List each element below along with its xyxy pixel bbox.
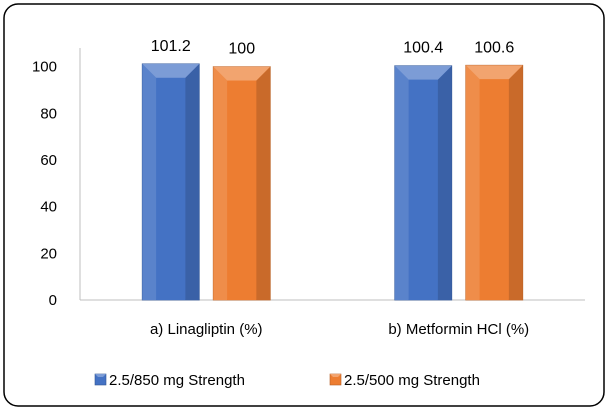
bar bbox=[141, 63, 200, 301]
y-tick-label: 60 bbox=[40, 152, 57, 169]
legend-label: 2.5/500 mg Strength bbox=[344, 372, 480, 389]
category-labels: a) Linagliptin (%) b) Metformin HCl (%) bbox=[150, 321, 529, 338]
bar bbox=[212, 66, 271, 301]
legend-swatch bbox=[329, 373, 342, 386]
y-tick-label: 80 bbox=[40, 105, 57, 122]
category-label: b) Metformin HCl (%) bbox=[388, 321, 529, 338]
y-tick-label: 20 bbox=[40, 245, 57, 262]
legend: 2.5/850 mg Strength 2.5/500 mg Strength bbox=[94, 372, 480, 389]
bar bbox=[465, 64, 524, 301]
category-label: a) Linagliptin (%) bbox=[150, 321, 263, 338]
data-label: 101.2 bbox=[151, 38, 191, 55]
legend-swatch bbox=[94, 373, 107, 386]
legend-item: 2.5/500 mg Strength bbox=[329, 372, 480, 389]
legend-item: 2.5/850 mg Strength bbox=[94, 372, 245, 389]
data-label: 100.4 bbox=[403, 40, 443, 57]
legend-label: 2.5/850 mg Strength bbox=[109, 372, 245, 389]
y-tick-label: 0 bbox=[49, 292, 57, 309]
bar bbox=[394, 65, 453, 301]
bars bbox=[141, 63, 524, 301]
y-tick-label: 40 bbox=[40, 199, 57, 216]
data-label: 100 bbox=[228, 41, 255, 58]
y-tick-label: 100 bbox=[32, 59, 57, 76]
data-label: 100.6 bbox=[474, 39, 514, 56]
y-axis-ticks: 0 20 40 60 80 100 bbox=[32, 59, 57, 309]
data-labels: 101.2 100 100.4 100.6 bbox=[151, 38, 515, 58]
